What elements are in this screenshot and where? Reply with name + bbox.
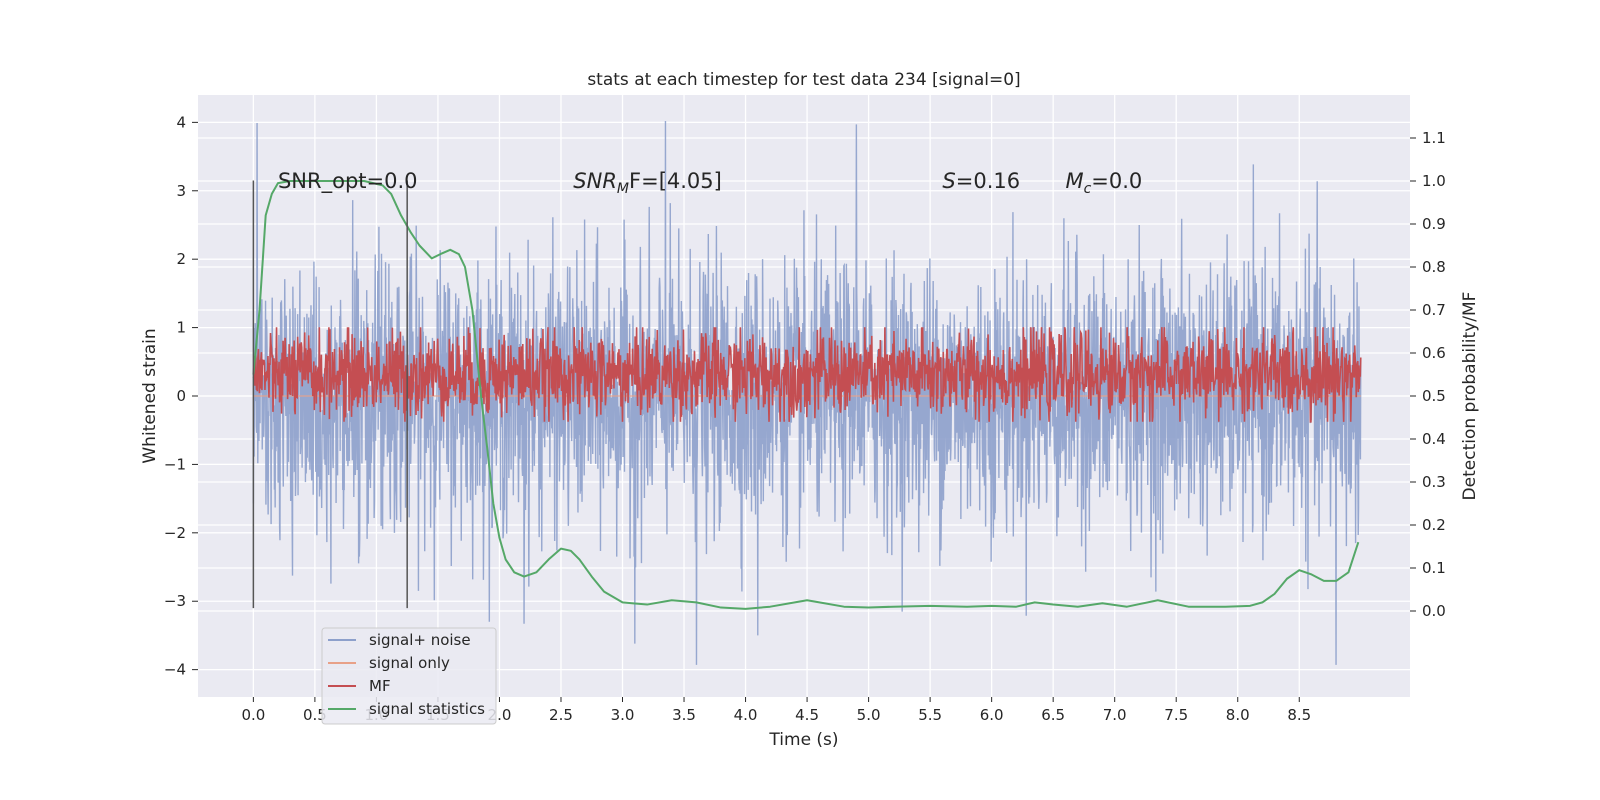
series-signal-statistics-line [252, 180, 1360, 610]
annotation-text: SNR_opt=0.0 [278, 169, 418, 194]
y-right-tick-label: 1.0 [1422, 172, 1446, 190]
legend: signal+ noise signal only MF signal statist… [321, 627, 497, 725]
y-right-tick-label: 0.3 [1422, 473, 1446, 491]
legend-label: signal+ noise [369, 631, 471, 649]
y-right-tick-label: 0.0 [1422, 602, 1446, 620]
legend-box [321, 627, 497, 725]
x-tick-label: 5.5 [918, 706, 942, 724]
x-tick-label: 4.0 [734, 706, 758, 724]
y-right-tick-label: 0.9 [1422, 215, 1446, 233]
vertical-markers [252, 180, 408, 609]
x-tick-label: 2.5 [549, 706, 573, 724]
y-right-tick-label: 0.4 [1422, 430, 1446, 448]
y-left-tick-label: 0 [176, 387, 186, 405]
series-mf-line [252, 327, 1362, 423]
y-right-axis-label: Detection probability/MF [1460, 292, 1480, 501]
annotation-text: S=0.16 [942, 169, 1020, 193]
x-tick-label: 0.5 [303, 706, 327, 724]
y-left-tick-label: −1 [164, 455, 186, 473]
annotation-text: Mc=0.0 [1065, 169, 1142, 197]
x-tick-label: 7.5 [1164, 706, 1188, 724]
y-right-tick-label: 0.1 [1422, 559, 1446, 577]
legend-label: signal only [369, 654, 450, 672]
y-right-tick-label: 0.5 [1422, 387, 1446, 405]
y-left-tick-label: 1 [176, 319, 186, 337]
series-layer [252, 120, 1362, 665]
x-tick-label: 3.5 [672, 706, 696, 724]
y-right-axis-ticks: 1.1 1.0 0.9 0.8 0.7 0.6 0.5 0.4 0.3 0.2 0.1 0.0 [1410, 129, 1446, 620]
y-left-axis-label: Whitened strain [140, 328, 160, 463]
x-tick-label: 4.5 [795, 706, 819, 724]
y-left-tick-label: −3 [164, 592, 186, 610]
y-right-tick-label: 0.6 [1422, 344, 1446, 362]
x-tick-label: 5.0 [857, 706, 881, 724]
x-tick-label: 6.5 [1041, 706, 1065, 724]
x-tick-label: 3.0 [611, 706, 635, 724]
x-tick-label: 0.0 [241, 706, 265, 724]
x-tick-label: 7.0 [1103, 706, 1127, 724]
y-right-tick-label: 0.2 [1422, 516, 1446, 534]
y-right-tick-label: 0.8 [1422, 258, 1446, 276]
y-right-tick-label: 1.1 [1422, 129, 1446, 147]
y-right-tick-label: 0.7 [1422, 301, 1446, 319]
chart-title: stats at each timestep for test data 234… [587, 70, 1020, 90]
x-tick-label: 8.0 [1226, 706, 1250, 724]
y-left-tick-label: −2 [164, 524, 186, 542]
y-left-tick-label: 2 [176, 250, 186, 268]
y-left-tick-label: 4 [176, 113, 186, 131]
annotations: SNR_opt=0.0 SNRMF=[4.05] S=0.16 Mc=0.0 [278, 169, 1142, 197]
annotation-text: SNRMF=[4.05] [573, 169, 722, 197]
x-tick-label: 8.5 [1287, 706, 1311, 724]
y-left-tick-label: −4 [164, 661, 186, 679]
legend-label: MF [369, 677, 391, 695]
x-tick-label: 6.0 [980, 706, 1004, 724]
y-left-axis-ticks: 4 3 2 1 0 −1 −2 −3 −4 [164, 113, 198, 679]
x-axis-label: Time (s) [768, 730, 838, 750]
y-left-tick-label: 3 [176, 182, 186, 200]
legend-label: signal statistics [369, 700, 485, 718]
